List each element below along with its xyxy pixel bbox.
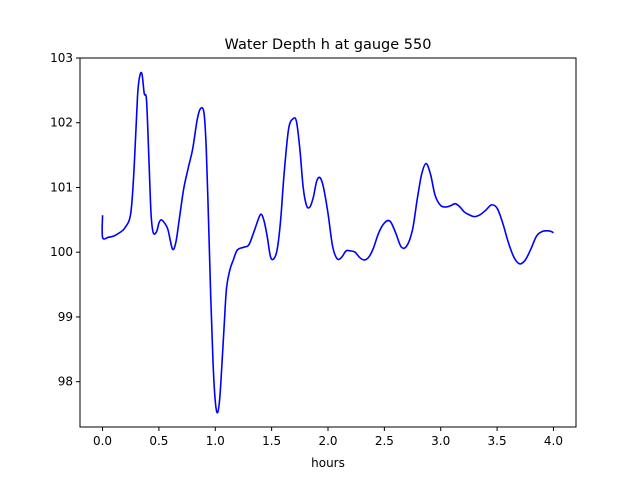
plot-frame — [79, 57, 577, 428]
x-axis-label: hours — [311, 456, 345, 470]
x-tick-label: 1.5 — [262, 434, 281, 448]
x-tick-label: 0.5 — [149, 434, 168, 448]
series-line — [101, 71, 554, 414]
x-tick-label: 0.0 — [93, 434, 112, 448]
y-tick-label: 101 — [50, 180, 73, 194]
x-tick-label: 4.0 — [544, 434, 563, 448]
y-tick-label: 98 — [58, 375, 73, 389]
y-tick-label: 103 — [50, 51, 73, 65]
x-tick-label: 2.0 — [318, 434, 337, 448]
y-tick-label: 100 — [50, 245, 73, 259]
chart-title: Water Depth h at gauge 550 — [225, 37, 432, 53]
y-axis: 98 99 100 101 102 103 — [50, 51, 80, 389]
x-tick-label: 1.0 — [206, 434, 225, 448]
y-tick-label: 99 — [58, 310, 73, 324]
x-tick-label: 2.5 — [375, 434, 394, 448]
series-layer — [101, 71, 554, 414]
y-tick-label: 102 — [50, 116, 73, 130]
plot-area — [79, 57, 577, 428]
x-axis: 0.0 0.5 1.0 1.5 2.0 2.5 3.0 3.5 4.0 — [93, 427, 563, 448]
x-tick-label: 3.5 — [488, 434, 507, 448]
x-tick-label: 3.0 — [431, 434, 450, 448]
